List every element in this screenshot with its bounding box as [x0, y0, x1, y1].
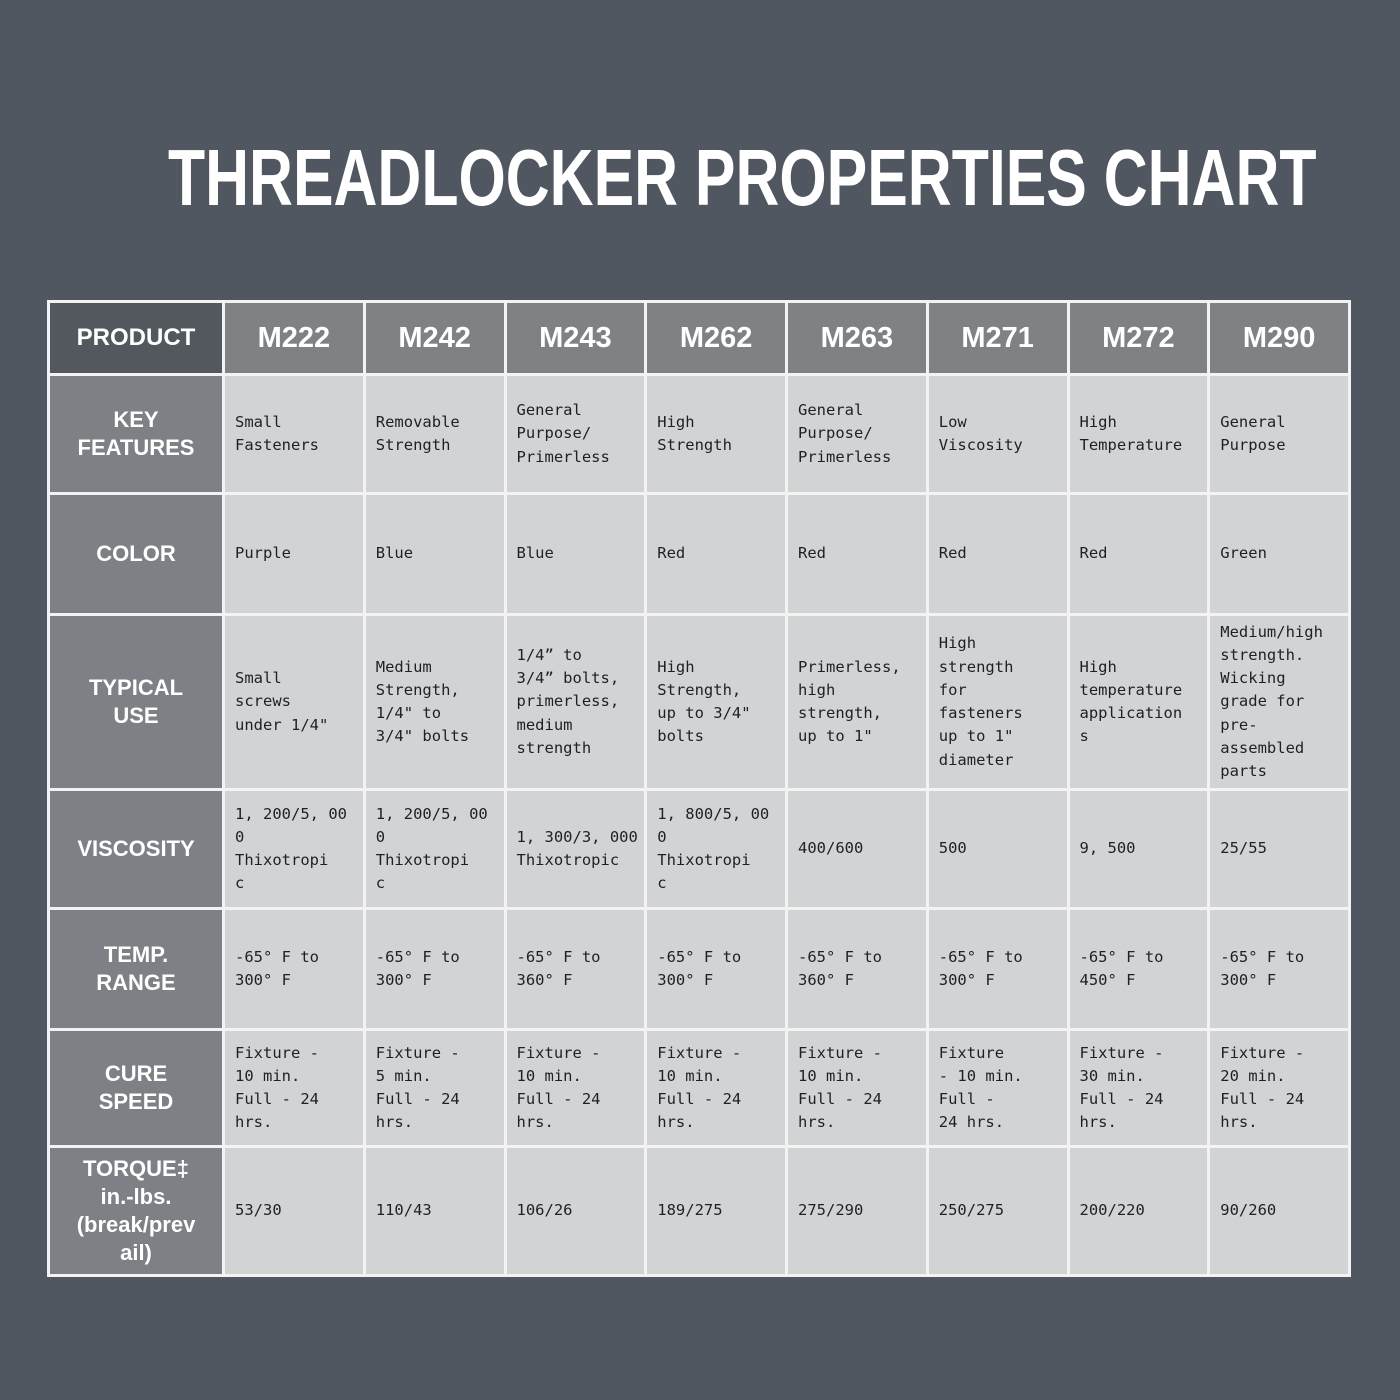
cell-typical-use-M263: Primerless, high strength, up to 1"	[788, 616, 926, 788]
cell-key-features-M243: General Purpose/ Primerless	[506, 376, 645, 492]
cell-cure-speed-M263: Fixture - 10 min. Full - 24 hrs.	[788, 1031, 926, 1145]
cell-viscosity-M242: 1, 200/5, 00 0 Thixotropi c	[365, 791, 504, 907]
cell-viscosity-M243: 1, 300/3, 000 Thixotropic	[506, 791, 645, 907]
cell-torque-M242: 110/43	[365, 1148, 504, 1274]
cell-typical-use-M242: Medium Strength, 1/4" to 3/4" bolts	[365, 616, 504, 788]
cell-color-M263: Red	[788, 495, 926, 613]
cell-torque-M222: 53/30	[225, 1148, 363, 1274]
cell-key-features-M272: High Temperature	[1069, 376, 1208, 492]
row-label-torque: TORQUE‡ in.-lbs. (break/prev ail)	[50, 1148, 222, 1274]
cell-typical-use-M290: Medium/high strength. Wicking grade for …	[1210, 616, 1348, 788]
cell-temp-range-M263: -65° F to 360° F	[788, 910, 926, 1028]
product-header-M271: M271	[928, 303, 1067, 373]
product-header-M290: M290	[1210, 303, 1348, 373]
cell-temp-range-M242: -65° F to 300° F	[365, 910, 504, 1028]
cell-viscosity-M262: 1, 800/5, 00 0 Thixotropi c	[647, 791, 785, 907]
cell-color-M262: Red	[647, 495, 785, 613]
cell-color-M271: Red	[928, 495, 1067, 613]
properties-table: PRODUCT M222 M242 M243 M262 M263 M271 M272 M290 K…	[47, 300, 1351, 1277]
row-label-key-features: KEY FEATURES	[50, 376, 222, 492]
cell-temp-range-M243: -65° F to 360° F	[506, 910, 645, 1028]
cell-cure-speed-M242: Fixture - 5 min. Full - 24 hrs.	[365, 1031, 504, 1145]
product-corner-cell: PRODUCT	[50, 303, 222, 373]
cell-typical-use-M243: 1/4” to 3/4” bolts, primerless, medium s…	[506, 616, 645, 788]
cell-cure-speed-M262: Fixture - 10 min. Full - 24 hrs.	[647, 1031, 785, 1145]
product-header-M262: M262	[647, 303, 785, 373]
cell-key-features-M262: High Strength	[647, 376, 785, 492]
cell-key-features-M222: Small Fasteners	[225, 376, 363, 492]
cell-viscosity-M263: 400/600	[788, 791, 926, 907]
product-header-M243: M243	[506, 303, 645, 373]
cell-color-M222: Purple	[225, 495, 363, 613]
cell-key-features-M242: Removable Strength	[365, 376, 504, 492]
cell-typical-use-M272: High temperature application s	[1069, 616, 1208, 788]
cell-typical-use-M222: Small screws under 1/4"	[225, 616, 363, 788]
row-label-temp-range: TEMP. RANGE	[50, 910, 222, 1028]
cell-cure-speed-M271: Fixture - 10 min. Full - 24 hrs.	[928, 1031, 1067, 1145]
cell-color-M290: Green	[1210, 495, 1348, 613]
cell-temp-range-M272: -65° F to 450° F	[1069, 910, 1208, 1028]
product-header-M222: M222	[225, 303, 363, 373]
cell-torque-M263: 275/290	[788, 1148, 926, 1274]
cell-typical-use-M262: High Strength, up to 3/4" bolts	[647, 616, 785, 788]
cell-color-M272: Red	[1069, 495, 1208, 613]
cell-temp-range-M290: -65° F to 300° F	[1210, 910, 1348, 1028]
cell-torque-M272: 200/220	[1069, 1148, 1208, 1274]
cell-viscosity-M271: 500	[928, 791, 1067, 907]
cell-temp-range-M271: -65° F to 300° F	[928, 910, 1067, 1028]
cell-color-M242: Blue	[365, 495, 504, 613]
cell-cure-speed-M290: Fixture - 20 min. Full - 24 hrs.	[1210, 1031, 1348, 1145]
cell-viscosity-M222: 1, 200/5, 00 0 Thixotropi c	[225, 791, 363, 907]
cell-cure-speed-M272: Fixture - 30 min. Full - 24 hrs.	[1069, 1031, 1208, 1145]
cell-color-M243: Blue	[506, 495, 645, 613]
cell-cure-speed-M222: Fixture - 10 min. Full - 24 hrs.	[225, 1031, 363, 1145]
product-header-M242: M242	[365, 303, 504, 373]
cell-key-features-M290: General Purpose	[1210, 376, 1348, 492]
cell-torque-M262: 189/275	[647, 1148, 785, 1274]
cell-torque-M271: 250/275	[928, 1148, 1067, 1274]
product-header-M272: M272	[1069, 303, 1208, 373]
cell-viscosity-M272: 9, 500	[1069, 791, 1208, 907]
cell-cure-speed-M243: Fixture - 10 min. Full - 24 hrs.	[506, 1031, 645, 1145]
page-title: THREADLOCKER PROPERTIES CHART	[168, 133, 1317, 222]
cell-key-features-M271: Low Viscosity	[928, 376, 1067, 492]
row-label-viscosity: VISCOSITY	[50, 791, 222, 907]
cell-viscosity-M290: 25/55	[1210, 791, 1348, 907]
row-label-color: COLOR	[50, 495, 222, 613]
row-label-cure-speed: CURE SPEED	[50, 1031, 222, 1145]
cell-key-features-M263: General Purpose/ Primerless	[788, 376, 926, 492]
cell-temp-range-M222: -65° F to 300° F	[225, 910, 363, 1028]
row-label-typical-use: TYPICAL USE	[50, 616, 222, 788]
cell-temp-range-M262: -65° F to 300° F	[647, 910, 785, 1028]
cell-torque-M243: 106/26	[506, 1148, 645, 1274]
cell-torque-M290: 90/260	[1210, 1148, 1348, 1274]
product-header-M263: M263	[788, 303, 926, 373]
cell-typical-use-M271: High strength for fasteners up to 1" dia…	[928, 616, 1067, 788]
